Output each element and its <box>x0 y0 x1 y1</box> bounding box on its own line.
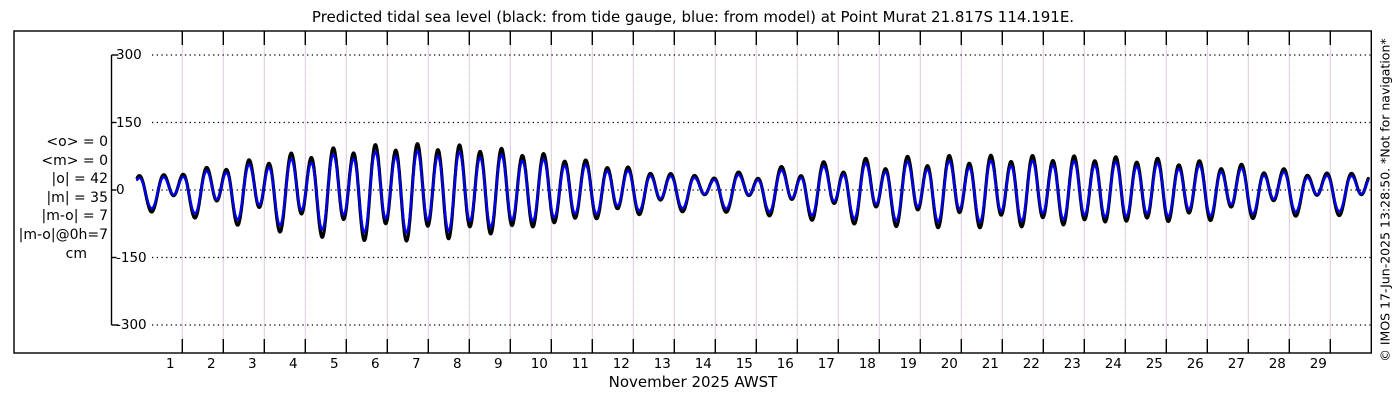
x-tick-label: 23 <box>1063 356 1081 372</box>
x-tick-label: 17 <box>817 356 835 372</box>
x-tick-label: 14 <box>694 356 712 372</box>
stats-line: |m-o| = 7 <box>41 208 109 225</box>
copyright-watermark: © IMOS 17-Jun-2025 13:28:50. *Not for na… <box>1377 38 1393 362</box>
stats-line: <m> = 0 <box>41 152 108 169</box>
stats-unit: cm <box>65 245 87 262</box>
x-tick-label: 8 <box>453 356 462 372</box>
x-tick-label: 7 <box>412 356 421 372</box>
x-tick-label: 5 <box>330 356 339 372</box>
x-tick-label: 15 <box>735 356 753 372</box>
stats-line: <o> = 0 <box>46 134 108 150</box>
x-tick-label: 4 <box>289 356 298 372</box>
x-tick-label: 21 <box>981 356 999 372</box>
x-axis-title: November 2025 AWST <box>608 373 778 391</box>
x-tick-label: 22 <box>1022 356 1040 372</box>
x-tick-label: 3 <box>248 356 257 372</box>
chart-title: Predicted tidal sea level (black: from t… <box>311 8 1075 26</box>
x-tick-label: 13 <box>653 356 671 372</box>
x-tick-label: 12 <box>612 356 630 372</box>
x-tick-label: 10 <box>530 356 548 372</box>
y-tick-label: 150 <box>116 114 142 131</box>
x-tick-label: 16 <box>776 356 794 372</box>
x-tick-label: 11 <box>571 356 589 372</box>
x-tick-label: 27 <box>1227 356 1245 372</box>
y-tick-label: 0 <box>116 182 125 198</box>
x-tick-label: 26 <box>1186 356 1204 372</box>
x-tick-label: 28 <box>1268 356 1286 372</box>
stats-line: |m| = 35 <box>46 189 108 206</box>
stats-line: |m-o|@0h=7 <box>18 226 108 243</box>
x-tick-label: 25 <box>1145 356 1163 372</box>
y-tick-label: -300 <box>116 317 147 333</box>
y-tick-label: -150 <box>116 249 147 266</box>
y-tick-label: 300 <box>116 47 142 63</box>
stats-panel: <o> = 0 <m> = 0 |o| = 42 |m| = 35 |m-o| = 7 |… <box>0 133 108 263</box>
stats-line: |o| = 42 <box>51 171 108 188</box>
x-tick-label: 19 <box>899 356 917 372</box>
x-tick-label: 24 <box>1104 356 1122 372</box>
x-tick-label: 18 <box>858 356 876 372</box>
x-tick-label: 9 <box>494 356 503 372</box>
x-tick-label: 20 <box>940 356 958 372</box>
x-tick-label: 2 <box>207 356 216 372</box>
x-tick-label: 1 <box>166 356 175 372</box>
x-tick-label: 6 <box>371 356 380 372</box>
x-tick-label: 29 <box>1309 356 1327 372</box>
